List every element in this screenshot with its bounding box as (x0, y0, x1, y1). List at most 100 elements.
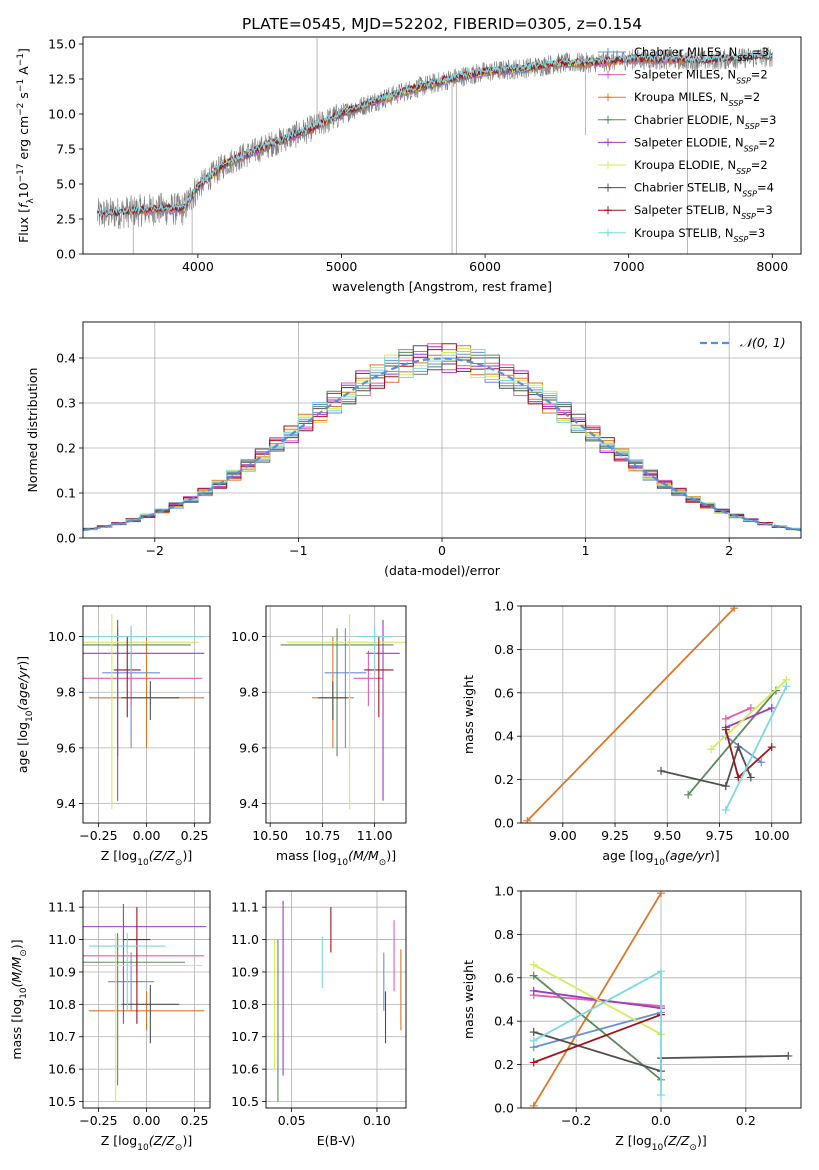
x-tick-label: 8000 (756, 259, 788, 274)
weight-marker (721, 725, 730, 734)
legend-marker (604, 48, 612, 56)
weight-line-chabrier-elodie (533, 974, 662, 1081)
y-axis-label: age [log10(age/yr)] (15, 656, 35, 773)
y-tick-label: 10.0 (48, 107, 76, 122)
spectrum-model-chabrier-miles (131, 56, 687, 217)
panel-age-vs-Z: −0.25 0.00 0.25 9.4 9.6 9.8 10.0 Z [log10(Z/Z⊙)… (15, 605, 211, 868)
weight-line-salpeter-miles (533, 994, 662, 1007)
x-tick-label: −0.25 (79, 828, 117, 843)
weight-line-kroupa-elodie (533, 964, 662, 1035)
x-tick-label: 0.0 (651, 1113, 671, 1128)
y-tick-label: 0.2 (56, 441, 76, 456)
age-vs-Z-plot-area (83, 606, 210, 823)
weight-marker (784, 1051, 793, 1060)
weight-line-kroupa-miles (526, 607, 735, 822)
x-tick-label: 9.00 (549, 828, 577, 843)
spectrum-plot-area (96, 38, 773, 254)
histogram-chabrier-stelib (83, 345, 801, 530)
y-tick-label: 0.4 (494, 729, 514, 744)
y-tick-label: 7.5 (56, 142, 76, 157)
weight-marker (529, 1028, 538, 1037)
x-tick-label: 0.05 (278, 1113, 306, 1128)
legend-marker (604, 70, 612, 79)
y-tick-label: 0.4 (56, 351, 76, 366)
y-tick-label: 0.0 (494, 1101, 514, 1116)
y-tick-label: 0.2 (494, 1057, 514, 1072)
errorbar-point (88, 991, 205, 1031)
weight-line-kroupa-stelib (533, 969, 662, 1095)
legend-marker (604, 93, 612, 102)
y-tick-label: 10.6 (231, 1062, 259, 1077)
legend-marker (604, 138, 612, 147)
y-tick-label: 0.3 (56, 396, 76, 411)
errorbar-point (83, 625, 205, 673)
x-tick-label: 2 (725, 543, 733, 558)
age-vs-mass-plot-area (266, 606, 406, 823)
x-tick-label: 9.25 (601, 828, 629, 843)
x-tick-label: 5000 (326, 259, 358, 274)
y-tick-label: 10.0 (48, 629, 76, 644)
legend-entry: Kroupa MILES, NSSP=2 (634, 90, 760, 108)
legend-entry: 𝒩(0, 1) (740, 335, 786, 350)
y-tick-label: 9.6 (56, 740, 76, 755)
errorbar-point (364, 636, 394, 718)
weight-marker (782, 682, 791, 691)
x-tick-label: 0.2 (736, 1113, 756, 1128)
y-tick-label: 10.7 (231, 1029, 259, 1044)
errorbar-point (121, 984, 180, 1044)
weight-marker (730, 606, 739, 613)
y-tick-label: 11.1 (48, 900, 76, 915)
y-axis-label: Flux [fλ10−17 erg cm−2 s−1 A−1] (16, 48, 36, 243)
weight-marker (657, 766, 665, 775)
weight-marker (684, 790, 693, 799)
histogram-kroupa-stelib (83, 349, 801, 531)
errorbar-point (286, 614, 406, 810)
panel-spectrum: 4000 5000 6000 7000 8000 0.0 2.5 5.0 7.5 10.0 12.5… (16, 36, 802, 294)
weight-marker (529, 1101, 538, 1108)
weight-marker (734, 743, 743, 752)
y-tick-label: 11.0 (231, 932, 259, 947)
errorbar-point (83, 619, 205, 801)
weight-line-salpeter-elodie (725, 707, 773, 729)
errorbar-point (318, 681, 348, 721)
legend-entry: Salpeter MILES, NSSP=2 (634, 68, 768, 86)
y-tick-label: 1.0 (494, 599, 514, 614)
weight-line-salpeter-miles (725, 707, 752, 720)
y-tick-label: 15.0 (48, 37, 76, 52)
axes-frame (82, 36, 802, 255)
weight-marker (657, 967, 665, 976)
y-axis-label: mass weight (461, 675, 476, 754)
legend-marker (604, 183, 612, 192)
y-tick-label: 0.0 (56, 531, 76, 546)
axes-frame (520, 605, 802, 824)
x-tick-label: −0.2 (561, 1113, 591, 1128)
panel-residuals: −2 −1 0 1 2 0.0 0.1 0.2 0.3 0.4 𝒩(0, 1) (data-model… (25, 321, 802, 578)
errorbar-point (121, 681, 180, 721)
mass-vs-Z-plot-area (83, 891, 210, 1108)
weight-marker (746, 703, 755, 712)
x-axis-label: Z [log10(Z/Z⊙)] (101, 1133, 192, 1153)
weight-vs-Z-plot-area (521, 891, 801, 1108)
spectrum-model-kroupa-stelib (96, 50, 773, 217)
panel-age-vs-mass: 10.50 10.75 11.00 9.4 9.6 9.8 10.0 mass [log10(… (231, 605, 407, 868)
y-tick-label: 0.1 (56, 486, 76, 501)
legend-marker (604, 161, 612, 169)
residuals-plot-area (83, 322, 801, 538)
mass-vs-EBV-plot-area (266, 891, 406, 1108)
weight-marker (767, 743, 776, 752)
x-tick-label: 10.00 (754, 828, 790, 843)
errorbar-point (88, 933, 166, 1011)
weight-vs-age-plot-area (521, 606, 801, 823)
errorbar-point (366, 619, 400, 801)
x-tick-label: 10.75 (305, 828, 341, 843)
y-tick-label: 0.8 (494, 927, 514, 942)
y-tick-label: 10.5 (231, 1094, 259, 1109)
legend-entry: Kroupa ELODIE, NSSP=2 (634, 158, 768, 176)
y-tick-label: 10.9 (231, 964, 259, 979)
errorbar-point (83, 614, 199, 810)
y-tick-label: 11.1 (231, 900, 259, 915)
errorbar-point (108, 952, 155, 1011)
legend-entry: Chabrier ELODIE, NSSP=3 (634, 113, 776, 131)
weight-marker (767, 703, 776, 712)
